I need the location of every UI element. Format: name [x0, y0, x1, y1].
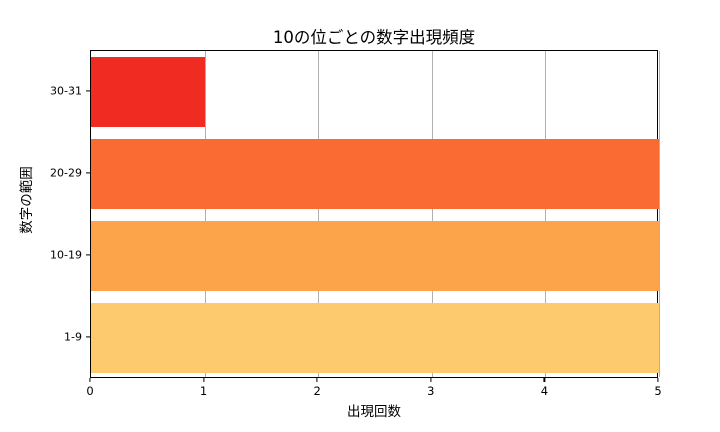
- bar: [91, 221, 659, 291]
- y-tick-mark: [86, 254, 90, 256]
- bar: [91, 57, 205, 127]
- x-tick-mark: [316, 378, 318, 382]
- y-tick-mark: [86, 90, 90, 92]
- x-axis-title: 出現回数: [347, 404, 401, 420]
- x-tick-mark: [543, 378, 545, 382]
- x-tick-mark: [657, 378, 659, 382]
- gridline: [318, 51, 320, 377]
- gridline: [431, 51, 433, 377]
- y-tick-mark: [86, 336, 90, 338]
- y-tick-label: 20-29: [50, 166, 82, 180]
- y-tick-label: 10-19: [50, 248, 82, 262]
- x-tick-mark: [430, 378, 432, 382]
- x-tick-label: 3: [427, 384, 435, 398]
- x-tick-mark: [203, 378, 205, 382]
- gridline: [204, 51, 206, 377]
- x-tick-label: 2: [313, 384, 321, 398]
- bar: [91, 139, 659, 209]
- x-tick-label: 0: [86, 384, 94, 398]
- y-tick-label: 1-9: [64, 330, 82, 344]
- y-tick-label: 30-31: [50, 84, 82, 98]
- gridline: [659, 51, 660, 377]
- y-tick-mark: [86, 172, 90, 174]
- x-tick-mark: [89, 378, 91, 382]
- gridline: [545, 51, 547, 377]
- plot-area: [90, 50, 660, 378]
- x-tick-label: 1: [199, 384, 208, 398]
- bar: [91, 303, 659, 373]
- x-tick-label: 5: [654, 384, 662, 398]
- x-tick-label: 4: [540, 384, 549, 398]
- chart-title: 10の位ごとの数字出現頻度: [272, 28, 476, 47]
- y-axis-group: 数字の範囲: [0, 0, 86, 432]
